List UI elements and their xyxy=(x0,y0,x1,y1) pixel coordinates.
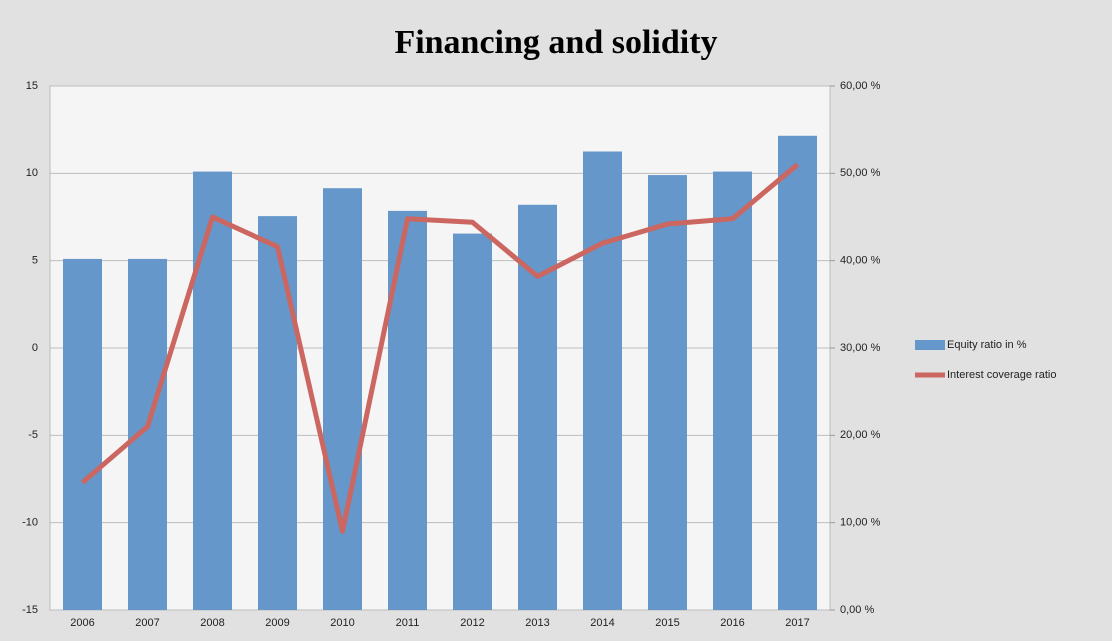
x-tick-label: 2013 xyxy=(525,617,549,629)
x-tick-label: 2012 xyxy=(460,617,484,629)
x-tick-label: 2007 xyxy=(135,617,159,629)
legend-swatch xyxy=(915,340,945,350)
y-tick-label: 0 xyxy=(32,342,38,354)
y-tick-label: 10 xyxy=(26,167,38,179)
y2-tick-label: 40,00 % xyxy=(840,255,881,267)
x-tick-label: 2015 xyxy=(655,617,679,629)
y-tick-label: 15 xyxy=(26,80,38,92)
bar xyxy=(258,216,297,611)
y2-tick-label: 50,00 % xyxy=(840,167,881,179)
y-tick-label: -10 xyxy=(22,517,38,529)
bar xyxy=(453,233,492,611)
y-tick-label: 5 xyxy=(32,255,38,267)
bar xyxy=(648,175,687,610)
chart-title: Financing and solidity xyxy=(394,24,717,61)
x-tick-label: 2011 xyxy=(396,617,420,629)
y2-tick-label: 0,00 % xyxy=(840,604,874,616)
x-tick-label: 2006 xyxy=(70,617,94,629)
x-tick-label: 2017 xyxy=(785,617,809,629)
y2-tick-label: 60,00 % xyxy=(840,80,881,92)
legend-label: Equity ratio in % xyxy=(947,339,1027,351)
y-tick-label: -15 xyxy=(22,604,38,616)
bar xyxy=(323,188,362,610)
y-tick-label: -5 xyxy=(28,429,38,441)
x-tick-label: 2014 xyxy=(590,617,614,629)
bar xyxy=(713,171,752,610)
bar xyxy=(63,258,102,610)
bar xyxy=(193,171,232,610)
bar xyxy=(128,258,167,610)
y2-tick-label: 20,00 % xyxy=(840,429,881,441)
x-tick-label: 2009 xyxy=(265,617,289,629)
x-tick-label: 2016 xyxy=(720,617,744,629)
x-tick-label: 2008 xyxy=(200,617,224,629)
x-tick-label: 2010 xyxy=(330,617,354,629)
bar xyxy=(778,135,817,610)
bar xyxy=(388,210,427,611)
y2-tick-label: 10,00 % xyxy=(840,517,881,529)
bar xyxy=(583,151,622,610)
legend-label: Interest coverage ratio xyxy=(947,369,1056,381)
y2-tick-label: 30,00 % xyxy=(840,342,881,354)
line xyxy=(80,162,800,534)
